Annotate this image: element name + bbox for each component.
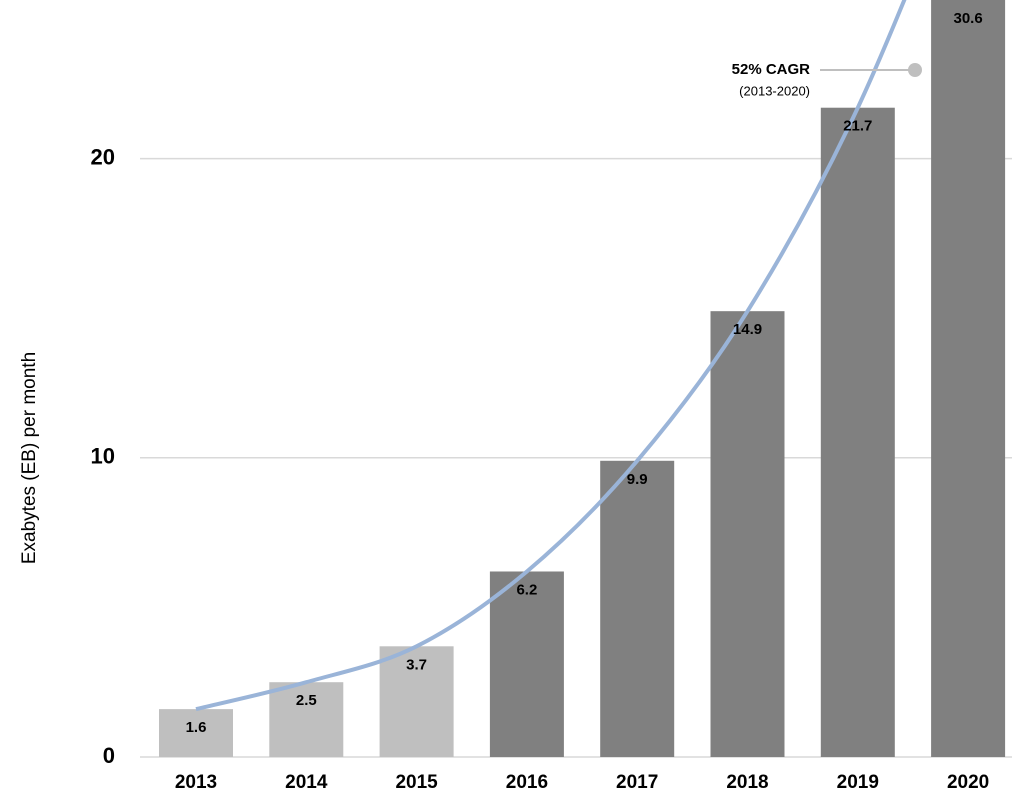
x-tick-label: 2020 (947, 772, 989, 793)
bar (710, 311, 785, 757)
y-tick-label: 0 (103, 743, 115, 768)
y-tick-label: 20 (91, 144, 115, 169)
value-label: 14.9 (733, 321, 762, 338)
annotation-title: 52% CAGR (732, 61, 811, 78)
y-axis-label: Exabytes (EB) per month (19, 352, 40, 564)
annotation-dot (908, 63, 922, 77)
bar (600, 460, 675, 757)
plot (159, 0, 1006, 758)
bar (379, 646, 454, 757)
x-tick-label: 2018 (726, 772, 768, 793)
x-tick-label: 2013 (175, 772, 217, 793)
bar (159, 709, 233, 757)
bar (489, 571, 564, 757)
value-label: 6.2 (516, 581, 537, 598)
value-label: 9.9 (627, 471, 648, 488)
trend-line (195, 0, 907, 712)
x-tick-label: 2017 (616, 772, 658, 793)
value-label: 21.7 (843, 118, 872, 135)
value-label: 1.6 (186, 719, 207, 736)
bar (820, 107, 895, 758)
value-label: 30.6 (953, 10, 982, 27)
x-tick-label: 2015 (395, 772, 438, 793)
x-tick-label: 2016 (506, 772, 548, 793)
value-label: 3.7 (406, 656, 427, 673)
y-tick-label: 10 (91, 444, 115, 469)
value-label: 2.5 (296, 692, 317, 709)
x-tick-label: 2014 (285, 772, 328, 793)
bar (931, 0, 1006, 758)
x-tick-label: 2019 (837, 772, 879, 793)
annotation-subtitle: (2013-2020) (739, 83, 810, 98)
bar (269, 682, 344, 757)
